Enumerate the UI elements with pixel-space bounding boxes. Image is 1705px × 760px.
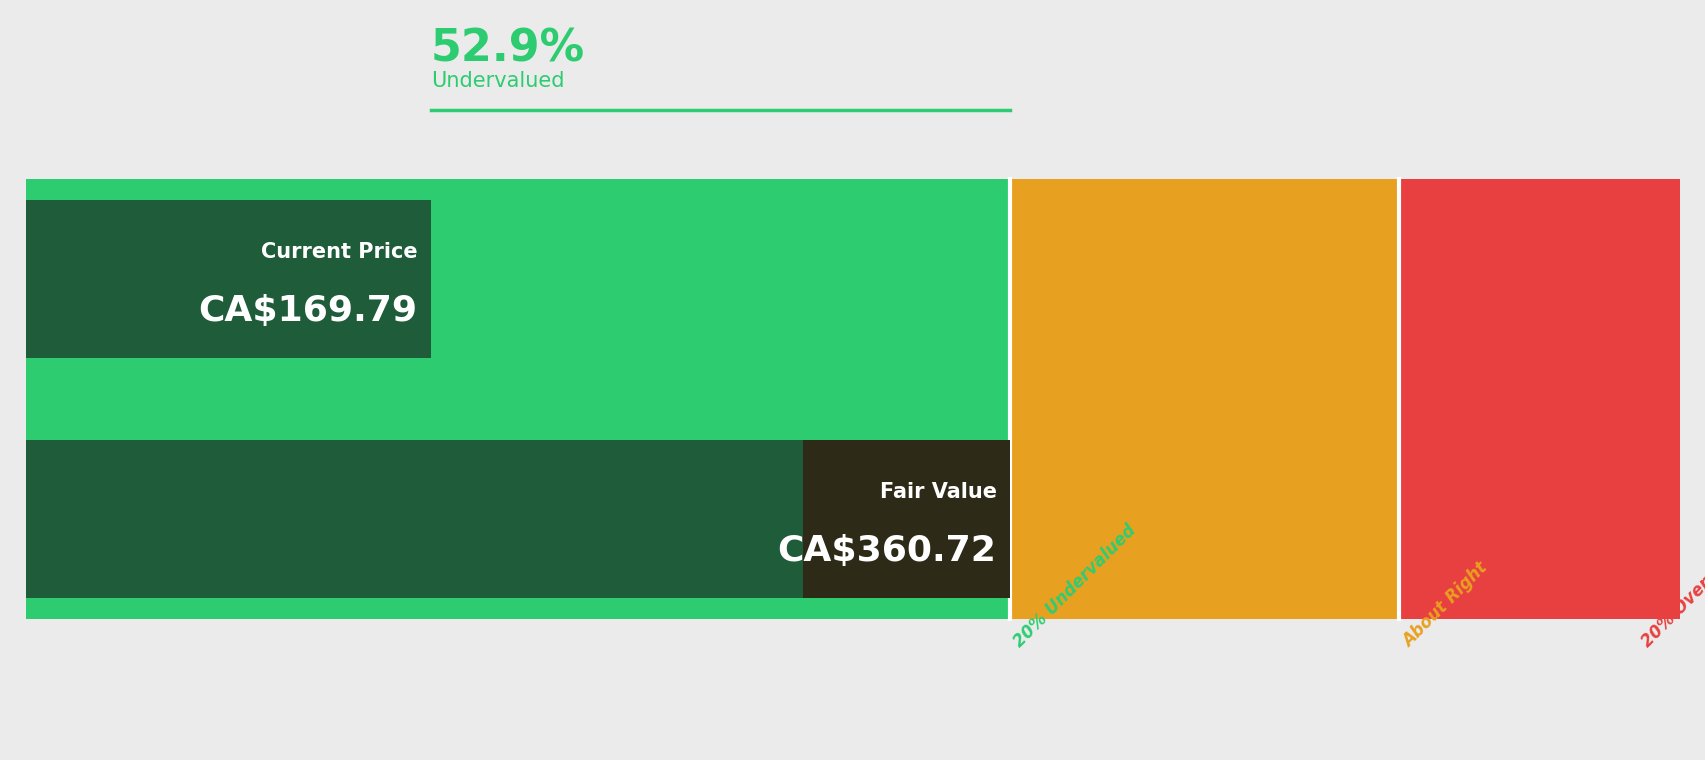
Text: Fair Value: Fair Value — [880, 482, 996, 502]
Bar — [26, 439, 803, 598]
Text: Undervalued: Undervalued — [431, 71, 564, 91]
Text: Current Price: Current Price — [261, 242, 418, 262]
Bar — [803, 439, 1009, 598]
Text: CA$169.79: CA$169.79 — [198, 294, 418, 328]
Text: 52.9%: 52.9% — [431, 28, 585, 71]
Bar — [26, 179, 1009, 619]
Text: CA$360.72: CA$360.72 — [777, 534, 996, 568]
Bar — [1009, 179, 1398, 619]
Bar — [26, 200, 431, 359]
Text: About Right: About Right — [1398, 559, 1490, 651]
Text: 20% Undervalued: 20% Undervalued — [1009, 521, 1139, 651]
Bar — [1398, 179, 1679, 619]
Text: 20% Overvalued: 20% Overvalued — [1637, 530, 1705, 651]
